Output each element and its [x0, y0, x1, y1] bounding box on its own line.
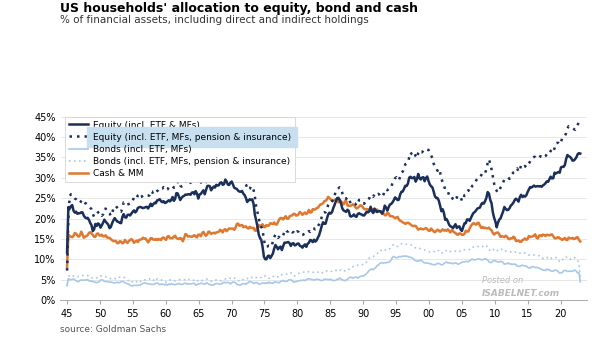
Text: ISABELNET.com: ISABELNET.com [482, 289, 560, 298]
Text: % of financial assets, including direct and indirect holdings: % of financial assets, including direct … [60, 15, 369, 25]
Text: Posted on: Posted on [482, 276, 523, 285]
Legend: Equity (incl. ETF & MFs), Equity (incl. ETF, MFs, pension & insurance), Bonds (i: Equity (incl. ETF & MFs), Equity (incl. … [65, 117, 295, 182]
Text: source: Goldman Sachs: source: Goldman Sachs [60, 325, 166, 334]
Text: US households' allocation to equity, bond and cash: US households' allocation to equity, bon… [60, 2, 419, 15]
